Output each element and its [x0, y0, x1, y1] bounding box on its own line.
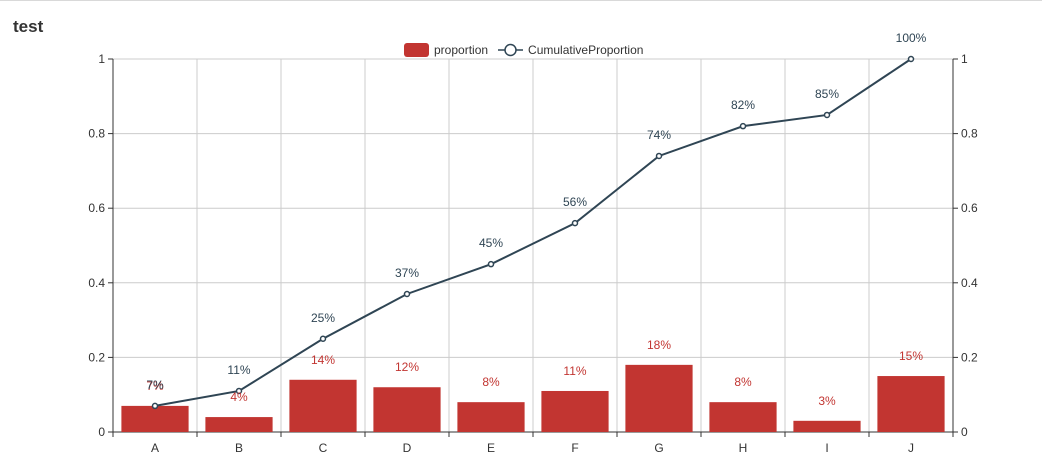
legend-item-cumulative[interactable]: CumulativeProportion — [498, 43, 643, 57]
cumulative-point-I — [823, 111, 831, 119]
y-tick-label-right-5: 1 — [961, 52, 968, 66]
y-tick-label-left-0: 0 — [98, 425, 105, 439]
bar-C — [289, 379, 357, 432]
bar-label-C: 14% — [311, 353, 335, 367]
legend: proportion CumulativeProportion — [404, 41, 653, 59]
bar-label-A: 7% — [146, 379, 164, 393]
bar-D — [373, 387, 441, 432]
legend-bar-swatch — [404, 43, 429, 57]
line-label-F: 56% — [563, 195, 587, 209]
y-tick-label-left-1: 0.2 — [88, 350, 105, 364]
cumulative-point-H — [739, 122, 747, 130]
cumulative-point-C — [319, 335, 327, 342]
line-label-I: 85% — [815, 87, 839, 101]
cumulative-point-A — [151, 402, 159, 410]
cumulative-point-B — [235, 387, 243, 395]
y-tick-label-left-4: 0.8 — [88, 127, 105, 141]
x-tick-label-H: H — [739, 441, 748, 455]
bar-label-J: 15% — [899, 349, 923, 363]
y-tick-label-right-3: 0.6 — [961, 201, 978, 215]
x-tick-label-J: J — [908, 441, 914, 455]
y-tick-label-left-3: 0.6 — [88, 201, 105, 215]
bar-E — [457, 402, 525, 432]
bar-label-F: 11% — [563, 364, 586, 378]
bar-A — [121, 405, 189, 432]
legend-label-cumulative: CumulativeProportion — [528, 43, 644, 57]
y-tick-label-left-5: 1 — [98, 52, 105, 66]
bar-G — [625, 364, 693, 432]
bar-B — [205, 417, 273, 432]
bar-label-H: 8% — [734, 375, 752, 389]
legend-label-proportion: proportion — [434, 43, 489, 57]
chart-title: test — [13, 17, 44, 36]
bar-I — [793, 420, 861, 432]
line-label-D: 37% — [395, 266, 419, 280]
y-tick-label-left-2: 0.4 — [88, 276, 105, 290]
bar-H — [709, 402, 777, 432]
line-label-B: 11% — [227, 363, 250, 377]
x-tick-label-I: I — [825, 441, 828, 455]
x-tick-label-B: B — [235, 441, 243, 455]
line-label-A: 7% — [146, 378, 164, 392]
cumulative-point-G — [655, 152, 663, 160]
line-label-H: 82% — [731, 98, 755, 112]
y-tick-label-right-2: 0.4 — [961, 276, 978, 290]
line-label-G: 74% — [647, 128, 671, 142]
y-tick-label-right-1: 0.2 — [961, 350, 978, 364]
top-divider — [0, 0, 1042, 1]
bar-F — [541, 390, 609, 432]
line-label-C: 25% — [311, 311, 335, 325]
bar-label-I: 3% — [818, 394, 836, 408]
legend-line-swatch — [498, 43, 524, 57]
line-label-J: 100% — [896, 31, 927, 45]
legend-item-proportion[interactable]: proportion — [404, 43, 488, 57]
x-tick-label-E: E — [487, 441, 495, 455]
line-label-E: 45% — [479, 236, 503, 250]
cumulative-point-D — [403, 290, 411, 298]
x-tick-label-C: C — [319, 441, 328, 455]
y-tick-label-right-4: 0.8 — [961, 127, 978, 141]
bar-label-E: 8% — [482, 375, 500, 389]
cumulative-point-F — [571, 219, 579, 227]
bar-label-B: 4% — [230, 390, 248, 404]
x-tick-label-F: F — [571, 441, 578, 455]
y-tick-label-right-0: 0 — [961, 425, 968, 439]
x-tick-label-A: A — [151, 441, 159, 455]
bar-label-G: 18% — [647, 338, 671, 352]
x-tick-label-D: D — [403, 441, 412, 455]
cumulative-point-E — [487, 260, 495, 268]
bar-J — [877, 376, 945, 432]
bar-label-D: 12% — [395, 360, 419, 374]
cumulative-point-J — [907, 55, 915, 63]
x-tick-label-G: G — [654, 441, 663, 455]
cumulative-line — [154, 58, 912, 407]
